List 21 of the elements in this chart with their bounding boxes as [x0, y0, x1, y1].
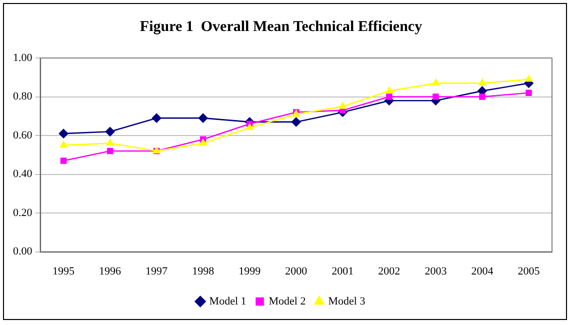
x-tick-label: 2000: [285, 265, 308, 278]
y-tick-label: 1.00: [13, 52, 33, 64]
x-tick-label: 2002: [378, 265, 400, 278]
x-tick-label: 2003: [424, 265, 448, 278]
x-tick-label: 1997: [146, 265, 168, 278]
legend-label: Model 2: [268, 295, 306, 308]
x-tick-label: 2005: [518, 265, 540, 278]
y-tick-label: 0.40: [13, 168, 33, 180]
legend-label: Model 3: [328, 295, 366, 308]
y-tick-label: 0.60: [13, 129, 33, 142]
x-tick-label: 2004: [471, 265, 494, 278]
x-tick-label: 1995: [52, 265, 76, 278]
y-tick-label: 0.00: [13, 246, 33, 258]
x-tick-label: 1999: [238, 265, 262, 278]
y-tick-label: 0.80: [13, 90, 33, 103]
x-tick-label: 1998: [192, 265, 215, 278]
legend-label: Model 1: [209, 295, 246, 308]
x-tick-label: 2001: [332, 265, 354, 278]
chart-title: Figure 1 Overall Mean Technical Efficiency: [140, 18, 423, 35]
y-tick-label: 0.20: [13, 206, 33, 219]
x-tick-label: 1996: [99, 265, 122, 278]
